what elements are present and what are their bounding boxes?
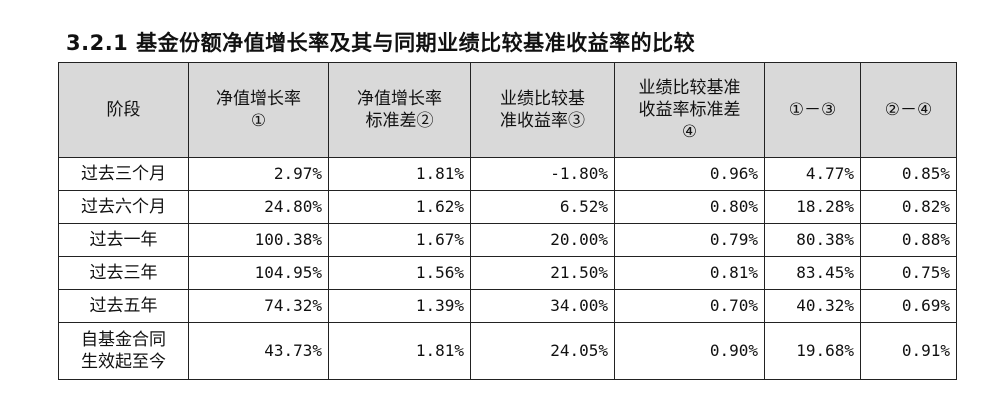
- value-cell: 43.73%: [188, 322, 329, 380]
- header-cell-benchmark-std: 业绩比较基准 收益率标准差 ④: [614, 62, 765, 158]
- table-row: 自基金合同 生效起至今 43.73% 1.81% 24.05% 0.90% 19…: [58, 322, 957, 380]
- period-line: 过去六个月: [81, 197, 166, 217]
- value-cell: 1.67%: [328, 223, 471, 257]
- header-line: 业绩比较基: [500, 89, 585, 109]
- header-line: ④: [681, 122, 698, 142]
- header-line: ②－④: [884, 100, 933, 120]
- value-cell: 20.00%: [470, 223, 615, 257]
- header-line: 收益率标准差: [638, 100, 741, 120]
- period-cell: 过去五年: [58, 289, 189, 323]
- value-cell: 74.32%: [188, 289, 329, 323]
- value-cell: 0.70%: [614, 289, 765, 323]
- value-cell: 24.80%: [188, 190, 329, 224]
- table-row: 过去六个月 24.80% 1.62% 6.52% 0.80% 18.28% 0.…: [58, 190, 957, 224]
- table-row: 过去一年 100.38% 1.67% 20.00% 0.79% 80.38% 0…: [58, 223, 957, 257]
- header-line: 净值增长率: [216, 89, 301, 109]
- value-cell: 104.95%: [188, 256, 329, 290]
- value-cell: 1.62%: [328, 190, 471, 224]
- value-cell: 100.38%: [188, 223, 329, 257]
- header-line: 标准差②: [365, 111, 434, 131]
- period-line: 过去三年: [89, 263, 158, 283]
- header-cell-diff-1-3: ①－③: [764, 62, 861, 158]
- value-cell: -1.80%: [470, 157, 615, 191]
- value-cell: 6.52%: [470, 190, 615, 224]
- value-cell: 0.81%: [614, 256, 765, 290]
- period-cell: 过去三个月: [58, 157, 189, 191]
- value-cell: 40.32%: [764, 289, 861, 323]
- period-cell: 过去一年: [58, 223, 189, 257]
- value-cell: 0.80%: [614, 190, 765, 224]
- header-row: 阶段 净值增长率 ① 净值增长率 标准差② 业绩比较基 准收益率③ 业绩比较基准…: [58, 62, 957, 158]
- value-cell: 1.81%: [328, 157, 471, 191]
- value-cell: 24.05%: [470, 322, 615, 380]
- value-cell: 0.75%: [860, 256, 957, 290]
- performance-table: 阶段 净值增长率 ① 净值增长率 标准差② 业绩比较基 准收益率③ 业绩比较基准…: [58, 62, 957, 380]
- period-line: 生效起至今: [81, 352, 166, 372]
- value-cell: 0.79%: [614, 223, 765, 257]
- header-cell-nav-growth: 净值增长率 ①: [188, 62, 329, 158]
- table-header: 阶段 净值增长率 ① 净值增长率 标准差② 业绩比较基 准收益率③ 业绩比较基准…: [58, 62, 957, 158]
- period-line: 过去三个月: [81, 164, 166, 184]
- header-line: ①－③: [788, 100, 837, 120]
- value-cell: 1.56%: [328, 256, 471, 290]
- header-cell-nav-growth-std: 净值增长率 标准差②: [328, 62, 471, 158]
- header-line: 阶段: [106, 100, 141, 120]
- value-cell: 21.50%: [470, 256, 615, 290]
- header-cell-period: 阶段: [58, 62, 189, 158]
- table-body: 过去三个月 2.97% 1.81% -1.80% 0.96% 4.77% 0.8…: [58, 157, 957, 380]
- value-cell: 18.28%: [764, 190, 861, 224]
- header-cell-benchmark-return: 业绩比较基 准收益率③: [470, 62, 615, 158]
- period-line: 过去一年: [89, 230, 158, 250]
- value-cell: 80.38%: [764, 223, 861, 257]
- value-cell: 19.68%: [764, 322, 861, 380]
- section-title: 3.2.1 基金份额净值增长率及其与同期业绩比较基准收益率的比较: [66, 31, 696, 55]
- period-cell: 过去六个月: [58, 190, 189, 224]
- value-cell: 0.69%: [860, 289, 957, 323]
- table-row: 过去五年 74.32% 1.39% 34.00% 0.70% 40.32% 0.…: [58, 289, 957, 323]
- value-cell: 4.77%: [764, 157, 861, 191]
- header-line: 业绩比较基准: [638, 78, 741, 98]
- value-cell: 83.45%: [764, 256, 861, 290]
- period-line: 过去五年: [89, 296, 158, 316]
- header-line: 准收益率③: [500, 111, 585, 131]
- value-cell: 0.88%: [860, 223, 957, 257]
- value-cell: 0.91%: [860, 322, 957, 380]
- table-row: 过去三个月 2.97% 1.81% -1.80% 0.96% 4.77% 0.8…: [58, 157, 957, 191]
- period-cell: 过去三年: [58, 256, 189, 290]
- value-cell: 0.85%: [860, 157, 957, 191]
- value-cell: 0.82%: [860, 190, 957, 224]
- value-cell: 1.39%: [328, 289, 471, 323]
- value-cell: 34.00%: [470, 289, 615, 323]
- value-cell: 1.81%: [328, 322, 471, 380]
- header-line: ①: [250, 111, 267, 131]
- value-cell: 0.96%: [614, 157, 765, 191]
- value-cell: 0.90%: [614, 322, 765, 380]
- period-line: 自基金合同: [81, 330, 166, 350]
- value-cell: 2.97%: [188, 157, 329, 191]
- period-cell: 自基金合同 生效起至今: [58, 322, 189, 380]
- header-line: 净值增长率: [357, 89, 442, 109]
- table-row: 过去三年 104.95% 1.56% 21.50% 0.81% 83.45% 0…: [58, 256, 957, 290]
- header-cell-diff-2-4: ②－④: [860, 62, 957, 158]
